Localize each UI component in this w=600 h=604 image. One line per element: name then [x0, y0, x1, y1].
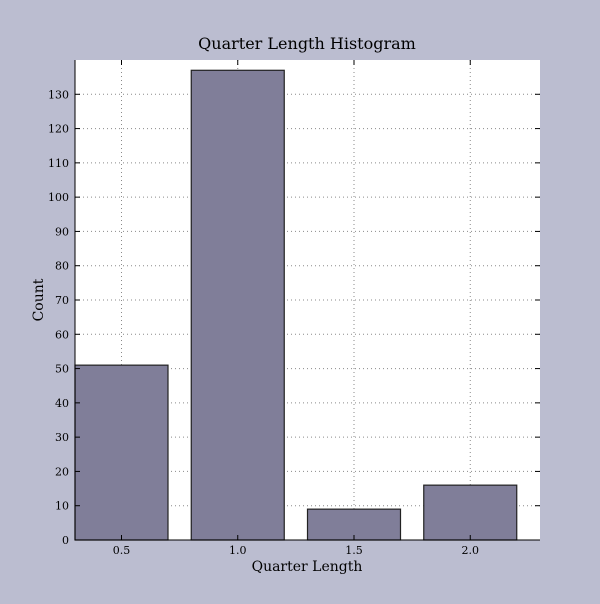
y-axis-title: Count — [31, 278, 47, 321]
x-tick-label: 1.5 — [345, 544, 363, 557]
y-tick-label: 70 — [55, 294, 69, 307]
y-tick-label: 110 — [48, 157, 69, 170]
y-tick-label: 10 — [55, 500, 69, 513]
x-axis-title: Quarter Length — [252, 559, 363, 575]
y-tick-label: 30 — [55, 431, 69, 444]
x-tick-label: 2.0 — [462, 544, 480, 557]
chart-title: Quarter Length Histogram — [198, 34, 416, 53]
axes — [74, 60, 540, 541]
y-tick-label: 120 — [48, 123, 69, 136]
y-tick-label: 80 — [55, 260, 69, 273]
bar-1 — [190, 69, 285, 541]
y-tick-label: 90 — [55, 225, 69, 238]
y-tick-label: 100 — [48, 191, 69, 204]
y-tick-label: 0 — [62, 534, 69, 547]
y-tick-label: 40 — [55, 397, 69, 410]
grid-lines — [75, 60, 540, 540]
y-tick-label: 50 — [55, 363, 69, 376]
y-tick-label: 60 — [55, 328, 69, 341]
x-tick-label: 1.0 — [229, 544, 247, 557]
x-tick-label: 0.5 — [113, 544, 131, 557]
bars — [74, 69, 518, 541]
y-tick-label: 130 — [48, 88, 69, 101]
tick-labels: 0 10 20 30 40 50 60 70 80 90 100 110 120 130 0.5 1.0 1.5… — [48, 88, 479, 557]
bar-0_5 — [74, 364, 169, 541]
bar-2 — [423, 484, 518, 541]
y-tick-label: 20 — [55, 465, 69, 478]
